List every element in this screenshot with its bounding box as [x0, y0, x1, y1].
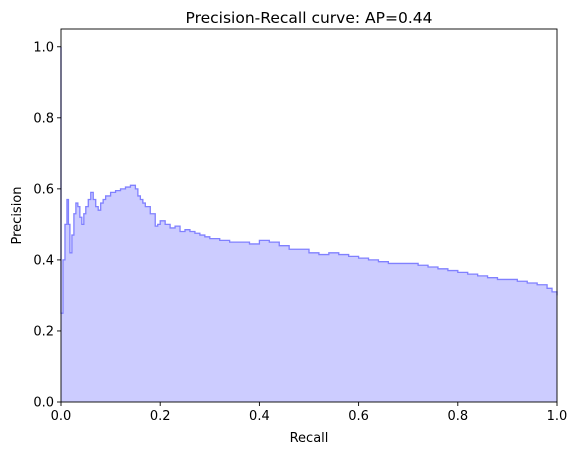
y-axis-ticks: 0.0 0.2 0.4 0.6 0.8 1.0 [33, 40, 61, 411]
y-tick-label: 1.0 [33, 40, 54, 55]
y-tick-label: 0.8 [33, 111, 54, 126]
y-tick-label: 0.2 [33, 324, 54, 339]
x-tick-label: 0.4 [249, 409, 270, 424]
y-tick-label: 0.0 [33, 396, 54, 411]
chart-title: Precision-Recall curve: AP=0.44 [186, 9, 433, 27]
y-tick-label: 0.6 [33, 182, 54, 197]
y-tick-label: 0.4 [33, 253, 54, 268]
pr-area-fill [61, 46, 557, 402]
plot-area [60, 46, 558, 402]
y-axis-label: Precision [10, 186, 25, 244]
plot-frame [60, 28, 558, 403]
pr-curve-line [60, 46, 558, 314]
x-tick-label: 0.2 [150, 409, 171, 424]
x-tick-label: 1.0 [547, 409, 568, 424]
x-axis-ticks: 0.0 0.2 0.4 0.6 0.8 1.0 [51, 402, 568, 424]
x-axis-label: Recall [290, 431, 329, 446]
x-tick-label: 0.0 [51, 409, 72, 424]
x-tick-label: 0.6 [348, 409, 369, 424]
x-tick-label: 0.8 [447, 409, 468, 424]
